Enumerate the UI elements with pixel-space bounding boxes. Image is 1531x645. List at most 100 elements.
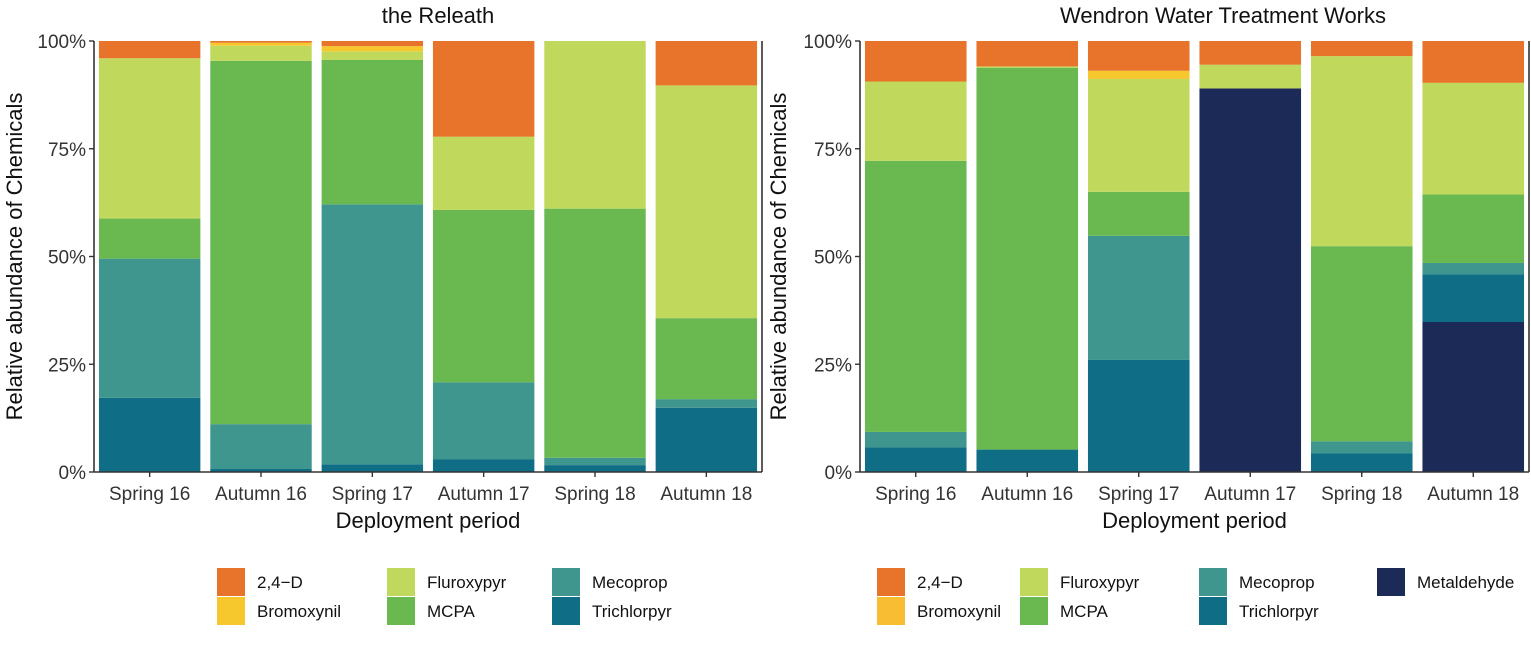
y-tick-label: 0% xyxy=(59,463,87,484)
bar-segment xyxy=(321,59,424,205)
y-tick-label: 50% xyxy=(814,248,852,269)
bar-segment xyxy=(655,318,758,400)
legend-swatch xyxy=(877,597,905,625)
bar-segment xyxy=(544,457,646,466)
bar-segment xyxy=(1310,246,1413,442)
bar-segment xyxy=(976,449,1079,472)
bar-segment xyxy=(1422,82,1525,195)
legend: 2,4−D Bromoxynil Fluroxypyr MCPA Mecoprop Tri… xyxy=(217,568,672,625)
legend-swatch xyxy=(217,568,245,596)
bar-segment xyxy=(432,459,535,472)
x-tick-label: Spring 18 xyxy=(1321,484,1402,505)
y-tick-label: 100% xyxy=(37,32,86,53)
bar-segment xyxy=(432,136,535,210)
bar-segment xyxy=(432,209,535,383)
bar-segment xyxy=(1087,359,1190,472)
bar-segment xyxy=(1422,322,1525,472)
bar-segment xyxy=(976,41,1079,67)
x-tick-label: Spring 17 xyxy=(332,484,413,505)
y-tick-label: 75% xyxy=(814,140,852,161)
bar-segment xyxy=(321,51,424,60)
legend-swatch xyxy=(552,597,580,625)
bar-segment xyxy=(864,41,967,82)
x-axis-label: Deployment period xyxy=(336,508,521,533)
bar-segment xyxy=(864,447,967,472)
bar-segment xyxy=(544,208,646,458)
legend-swatch xyxy=(387,597,415,625)
bar-segment xyxy=(210,60,312,425)
legend-label: 2,4−D xyxy=(917,573,963,592)
chart-panel-1: the Releath 0% 25% 50% 75% 100% Spring 16 Autum… xyxy=(2,3,763,625)
chart-title: the Releath xyxy=(382,3,495,28)
x-tick-label: Autumn 18 xyxy=(660,484,752,505)
bar-segment xyxy=(321,464,424,472)
bar-segment xyxy=(98,397,201,472)
y-tick-label: 50% xyxy=(48,248,86,269)
legend-label: Mecoprop xyxy=(592,573,668,592)
legend-label: Bromoxynil xyxy=(257,602,341,621)
bar-segment xyxy=(1310,41,1413,57)
bar-segment xyxy=(321,204,424,465)
y-tick-label: 75% xyxy=(48,140,86,161)
bar-segment xyxy=(655,85,758,319)
legend-label: Fluroxypyr xyxy=(1060,573,1140,592)
legend-swatch xyxy=(1199,597,1227,625)
bar-segment xyxy=(1422,41,1525,83)
legend-swatch xyxy=(387,568,415,596)
bar-segment xyxy=(864,431,967,448)
bar-segment xyxy=(210,468,312,472)
x-tick-label: Autumn 18 xyxy=(1427,484,1519,505)
bar-segment xyxy=(1199,88,1302,472)
x-tick-label: Autumn 16 xyxy=(981,484,1073,505)
legend-label: MCPA xyxy=(1060,602,1109,621)
bar-segment xyxy=(1422,274,1525,323)
legend-label: Metaldehyde xyxy=(1417,573,1514,592)
bar-segment xyxy=(1310,441,1413,454)
bar-segment xyxy=(98,41,201,59)
bar-segment xyxy=(1310,453,1413,472)
bar-segment xyxy=(655,407,758,472)
bar-segment xyxy=(1422,262,1525,275)
bar-segment xyxy=(864,160,967,432)
chart-title: Wendron Water Treatment Works xyxy=(1060,3,1386,28)
bar-segment xyxy=(321,46,424,52)
legend-swatch xyxy=(1020,568,1048,596)
bar-segment xyxy=(1199,64,1302,89)
legend-label: MCPA xyxy=(427,602,476,621)
bar-segment xyxy=(1087,235,1190,360)
y-tick-label: 25% xyxy=(814,355,852,376)
legend-swatch xyxy=(1199,568,1227,596)
y-tick-label: 25% xyxy=(48,355,86,376)
bar-segment xyxy=(976,66,1079,68)
y-axis-label: Relative abundance of Chemicals xyxy=(2,93,27,421)
bar-segment xyxy=(321,41,424,47)
bar-segment xyxy=(544,41,646,209)
bar-segment xyxy=(544,465,646,472)
x-tick-label: Spring 16 xyxy=(875,484,956,505)
legend-label: Trichlorpyr xyxy=(1239,602,1319,621)
bar-segment xyxy=(655,399,758,408)
bar-segment xyxy=(1087,191,1190,236)
bar-segment xyxy=(1087,70,1190,79)
bar-segment xyxy=(98,258,201,398)
bar-segment xyxy=(864,81,967,161)
bar-segment xyxy=(655,41,758,86)
legend-label: 2,4−D xyxy=(257,573,303,592)
legend-swatch xyxy=(877,568,905,596)
y-tick-label: 100% xyxy=(803,32,852,53)
bar-segment xyxy=(976,67,1079,450)
bar-segment xyxy=(210,42,312,46)
x-tick-label: Autumn 17 xyxy=(1204,484,1296,505)
bar-segment xyxy=(210,41,312,43)
legend-swatch xyxy=(1377,568,1405,596)
legend-swatch xyxy=(217,597,245,625)
legend-swatch xyxy=(1020,597,1048,625)
bar-segment xyxy=(432,382,535,460)
legend-label: Mecoprop xyxy=(1239,573,1315,592)
legend-label: Bromoxynil xyxy=(917,602,1001,621)
bar-segment xyxy=(98,218,201,259)
bar-segment xyxy=(210,45,312,61)
chart-panel-2: Wendron Water Treatment Works 0% 25% 50% 75%… xyxy=(766,3,1530,625)
y-tick-label: 0% xyxy=(825,463,853,484)
